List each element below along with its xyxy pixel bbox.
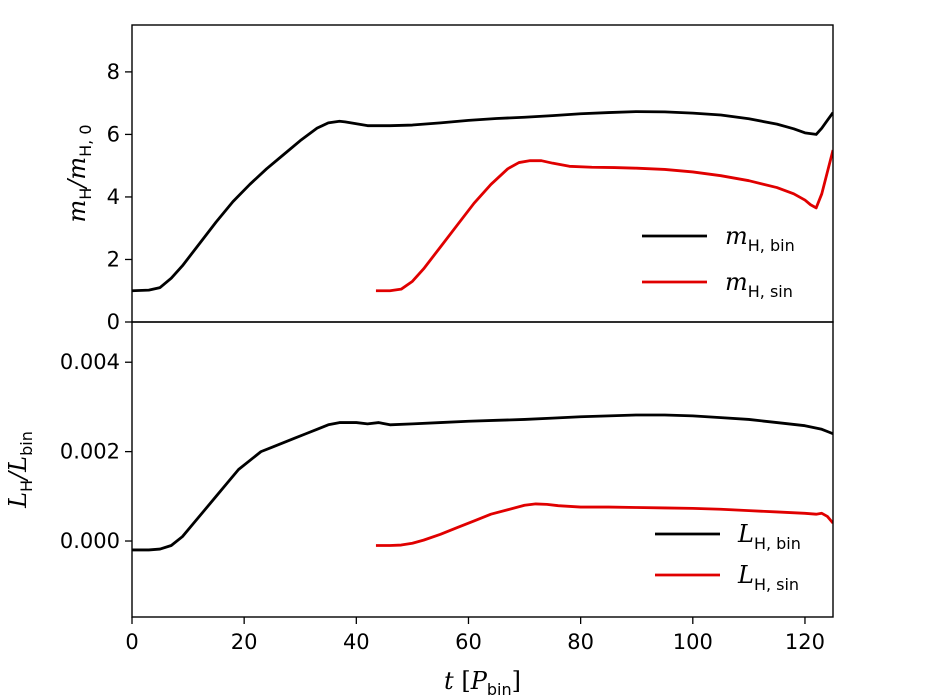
xtick-label: 100 (673, 630, 713, 654)
xtick-label: 40 (343, 630, 370, 654)
ytick-label: 2 (107, 247, 120, 271)
ytick-label: 0.004 (60, 350, 120, 374)
series-line-m_H,bin (132, 110, 833, 293)
legend-label-m_H,bin: mH, bin (725, 222, 795, 255)
series-line-m_H,sin (375, 149, 833, 293)
ytick-label: 0.002 (60, 440, 120, 464)
x-axis-label: t [Pbin] (444, 667, 521, 695)
ytick-label: 0 (107, 310, 120, 334)
series-line-L_H,bin (132, 413, 833, 552)
xtick-label: 20 (231, 630, 258, 654)
ytick-label: 0.000 (60, 529, 120, 553)
y-axis-label: mH/mH, 0 (63, 124, 95, 222)
ytick-label: 6 (107, 122, 120, 146)
ytick-label: 4 (107, 185, 120, 209)
xtick-label: 120 (785, 630, 825, 654)
y-axis-label: LH/Lbin (4, 431, 36, 509)
legend-label-L_H,sin: LH, sin (737, 561, 799, 594)
series-line-L_H,sin (375, 502, 833, 547)
axes-frame-bottom (131, 321, 834, 618)
panel-top: 0 2 4 6 8 mH/mH, 0 mH, bin mH, sin (63, 24, 834, 334)
xtick-label: 0 (125, 630, 138, 654)
xtick-label: 80 (567, 630, 594, 654)
legend-label-L_H,bin: LH, bin (737, 520, 801, 553)
ytick-label: 8 (107, 60, 120, 84)
xtick-label: 60 (455, 630, 482, 654)
legend-label-m_H,sin: mH, sin (725, 268, 793, 301)
panel-bottom: 0.000 0.002 0.004 LH/Lbin 0 20 40 60 80 100 120 t [… (4, 321, 834, 695)
